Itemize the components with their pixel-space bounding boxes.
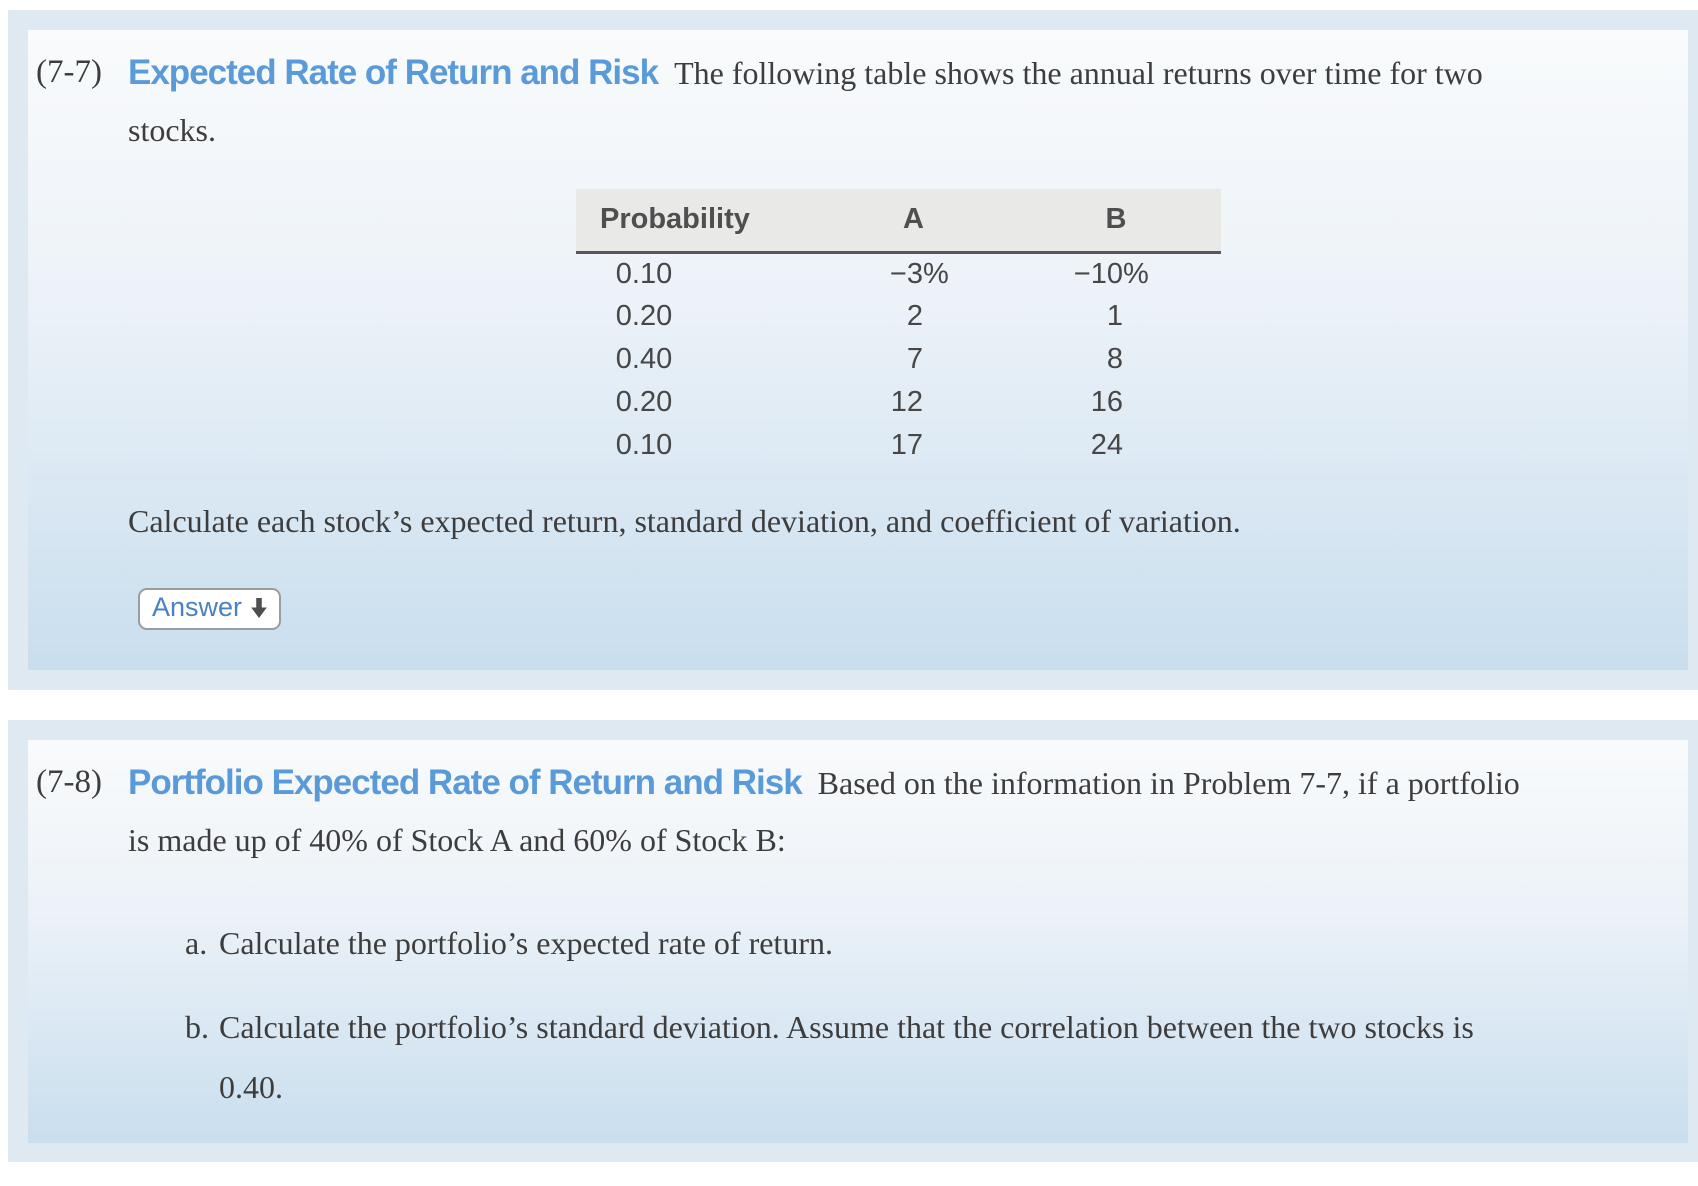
problem-intro: The following table shows the annual ret… [128, 55, 1483, 148]
list-text: Calculate the portfolio’s standard devia… [219, 1009, 1474, 1105]
list-text: Calculate the portfolio’s expected rate … [219, 925, 833, 961]
problem-panel-7-7-band: (7-7) Expected Rate of Return and Risk Th… [8, 10, 1698, 690]
table-cell: 17 [890, 429, 923, 461]
table-cell: 0.20 [615, 386, 673, 418]
table-row: 0.20 2 1 [576, 295, 1221, 338]
problem-lead: Expected Rate of Return and Risk The foll… [128, 44, 1528, 159]
answer-button-label: Answer [152, 592, 243, 622]
list-item: a. Calculate the portfolio’s expected rat… [185, 913, 1528, 973]
returns-table-head: Probability A B [576, 189, 1221, 254]
problem-body: Portfolio Expected Rate of Return and Ri… [128, 754, 1528, 1141]
table-cell: −3% [889, 257, 949, 290]
table-cell: 24 [1090, 429, 1123, 461]
problem-intro: Based on the information in Problem 7-7,… [128, 765, 1520, 858]
table-cell: 0.40 [615, 343, 673, 375]
column-header-probability: Probability [576, 189, 816, 254]
problem-panel-7-7: (7-7) Expected Rate of Return and Risk Th… [28, 30, 1688, 670]
returns-table-body: 0.10 −3% −10% 0.20 2 1 0.40 7 8 0.20 12 16 0.10 17 24 [576, 252, 1221, 467]
table-cell: 12 [890, 386, 923, 418]
table-row: 0.40 7 8 [576, 338, 1221, 381]
arrow-down-icon [251, 597, 267, 618]
problem-body: Expected Rate of Return and Risk The foll… [128, 44, 1528, 630]
table-cell: 0.20 [615, 300, 673, 332]
column-header-stock-b: B [1011, 189, 1221, 254]
table-cell: 0.10 [615, 429, 673, 461]
page: { "colors": { "accent_heading_blue": "#5… [0, 10, 1698, 1186]
table-header-row: Probability A B [576, 189, 1221, 254]
problem-outro: Calculate each stock’s expected return, … [128, 503, 1241, 539]
returns-table: Probability A B 0.10 −3% −10% 0.20 2 1 0.40 7 8 0… [576, 189, 1221, 467]
column-header-stock-a: A [816, 189, 1011, 254]
problem-7-7: (7-7) Expected Rate of Return and Risk Th… [36, 44, 1688, 630]
table-cell: 0.10 [615, 257, 673, 290]
problem-title: Expected Rate of Return and Risk [128, 53, 659, 92]
problem-7-8: (7-8) Portfolio Expected Rate of Return … [36, 754, 1688, 1141]
table-cell: 16 [1090, 386, 1123, 418]
problem-number: (7-8) [36, 764, 102, 800]
table-row: 0.20 12 16 [576, 381, 1221, 424]
problem-number: (7-7) [36, 54, 102, 90]
answer-button[interactable]: Answer [138, 588, 282, 630]
list-marker: a. [185, 925, 208, 961]
table-cell: 8 [1106, 343, 1123, 375]
problem-title: Portfolio Expected Rate of Return and Ri… [128, 763, 803, 802]
problem-panel-7-8-band: (7-8) Portfolio Expected Rate of Return … [8, 720, 1698, 1162]
sub-question-list: a. Calculate the portfolio’s expected rat… [185, 913, 1528, 1117]
table-cell: 1 [1106, 300, 1123, 332]
problem-lead: Portfolio Expected Rate of Return and Ri… [128, 754, 1528, 869]
problem-panel-7-8: (7-8) Portfolio Expected Rate of Return … [28, 740, 1688, 1143]
table-row: 0.10 17 24 [576, 424, 1221, 467]
table-row: 0.10 −3% −10% [576, 252, 1221, 295]
table-cell: 7 [906, 343, 923, 375]
list-item: b. Calculate the portfolio’s standard dev… [185, 997, 1528, 1117]
list-marker: b. [185, 1009, 209, 1045]
table-cell: −10% [1073, 257, 1149, 290]
table-cell: 2 [906, 300, 923, 332]
